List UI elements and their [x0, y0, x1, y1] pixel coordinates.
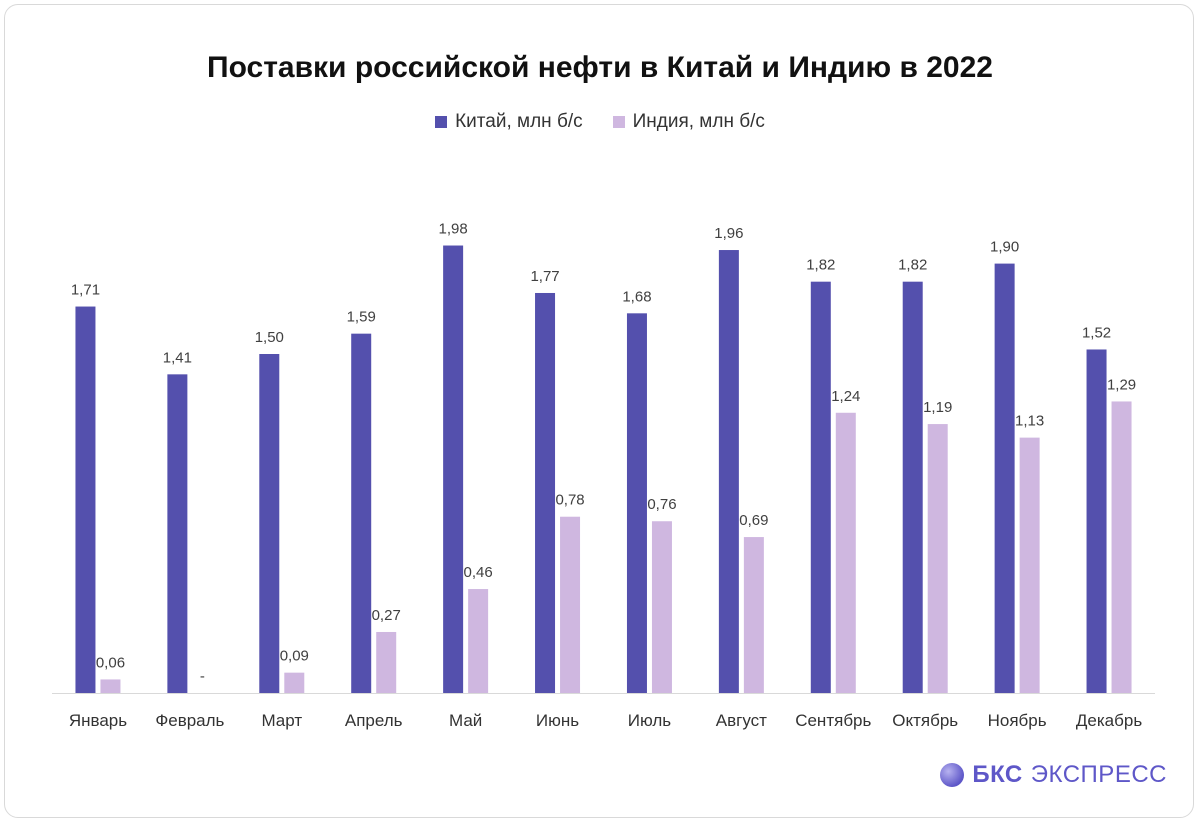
x-tick-label: Март [261, 711, 302, 730]
data-label-india: 0,76 [647, 496, 676, 513]
x-tick-label: Январь [69, 711, 127, 730]
data-label-china: 1,50 [255, 329, 284, 346]
data-label-china: 1,41 [163, 349, 192, 366]
chart-card: Поставки российской нефти в Китай и Инди… [4, 4, 1194, 818]
logo-product: ЭКСПРЕСС [1030, 761, 1167, 788]
bar-china [167, 374, 188, 693]
data-label-china: 1,52 [1082, 324, 1111, 341]
bar-china [259, 354, 280, 693]
bks-logo-icon [940, 763, 965, 787]
bar-china [626, 313, 647, 693]
data-label-china: 1,68 [622, 288, 651, 305]
data-label-india: 0,09 [280, 648, 309, 665]
legend-item-china: Китай, млн б/с [435, 111, 583, 133]
x-tick-label: Август [716, 711, 767, 730]
bar-china [1086, 349, 1107, 693]
data-label-india: 0,06 [96, 654, 125, 671]
data-label-china: 1,98 [439, 221, 468, 238]
bar-china [535, 292, 556, 693]
data-label-india: 1,13 [1015, 413, 1044, 430]
bar-china [902, 281, 923, 693]
bar-india [468, 589, 489, 693]
legend-swatch-india [612, 116, 625, 128]
x-tick-label: Май [449, 711, 482, 730]
x-tick-label: Октябрь [892, 711, 958, 730]
data-label-china: 1,77 [530, 268, 559, 285]
bar-india [835, 412, 856, 693]
data-label-china: 1,96 [714, 225, 743, 242]
bar-india [284, 672, 305, 693]
bar-china [718, 250, 739, 694]
bar-china [810, 281, 831, 693]
bar-india [560, 516, 581, 693]
x-tick-label: Ноябрь [988, 711, 1047, 730]
legend-item-india: Индия, млн б/с [612, 111, 765, 133]
data-label-india: 1,29 [1107, 376, 1136, 393]
data-label-india: - [200, 668, 205, 685]
x-tick-label: Сентябрь [795, 711, 871, 730]
bar-india [743, 537, 764, 693]
bks-express-logo: БКС ЭКСПРЕСС [940, 761, 1167, 789]
data-label-india: 0,46 [464, 564, 493, 581]
bar-india [1111, 401, 1132, 693]
data-label-india: 0,78 [555, 492, 584, 509]
x-tick-label: Апрель [345, 711, 403, 730]
data-label-india: 0,69 [739, 512, 768, 529]
bar-india [651, 521, 672, 693]
data-label-india: 0,27 [372, 607, 401, 624]
bar-india [100, 679, 121, 693]
chart-legend: Китай, млн б/с Индия, млн б/с [5, 111, 1193, 133]
bar-china [443, 245, 464, 693]
data-label-india: 1,19 [923, 399, 952, 416]
bar-china [75, 306, 96, 693]
data-label-china: 1,90 [990, 239, 1019, 256]
bar-china [351, 333, 372, 693]
data-label-china: 1,82 [898, 257, 927, 274]
chart-title: Поставки российской нефти в Китай и Инди… [207, 51, 993, 84]
data-label-china: 1,82 [806, 257, 835, 274]
x-tick-label: Июль [628, 711, 672, 730]
data-label-china: 1,59 [347, 309, 376, 326]
legend-swatch-china [435, 116, 448, 128]
data-label-india: 1,24 [831, 388, 860, 405]
chart-plot-area: 1,71 0,06 Январь 1,41 - Февраль 1,50 0,09 Март 1,… [52, 221, 1155, 730]
logo-brand: БКС [972, 761, 1023, 788]
bar-china [994, 263, 1015, 693]
bar-india [376, 631, 397, 693]
bar-india [1019, 437, 1040, 693]
legend-label-china: Китай, млн б/с [455, 111, 583, 132]
data-label-china: 1,71 [71, 282, 100, 299]
x-tick-label: Июнь [536, 711, 579, 730]
bar-india [927, 424, 948, 693]
legend-label-india: Индия, млн б/с [632, 111, 765, 132]
x-tick-label: Февраль [155, 711, 224, 730]
x-tick-label: Декабрь [1076, 711, 1142, 730]
